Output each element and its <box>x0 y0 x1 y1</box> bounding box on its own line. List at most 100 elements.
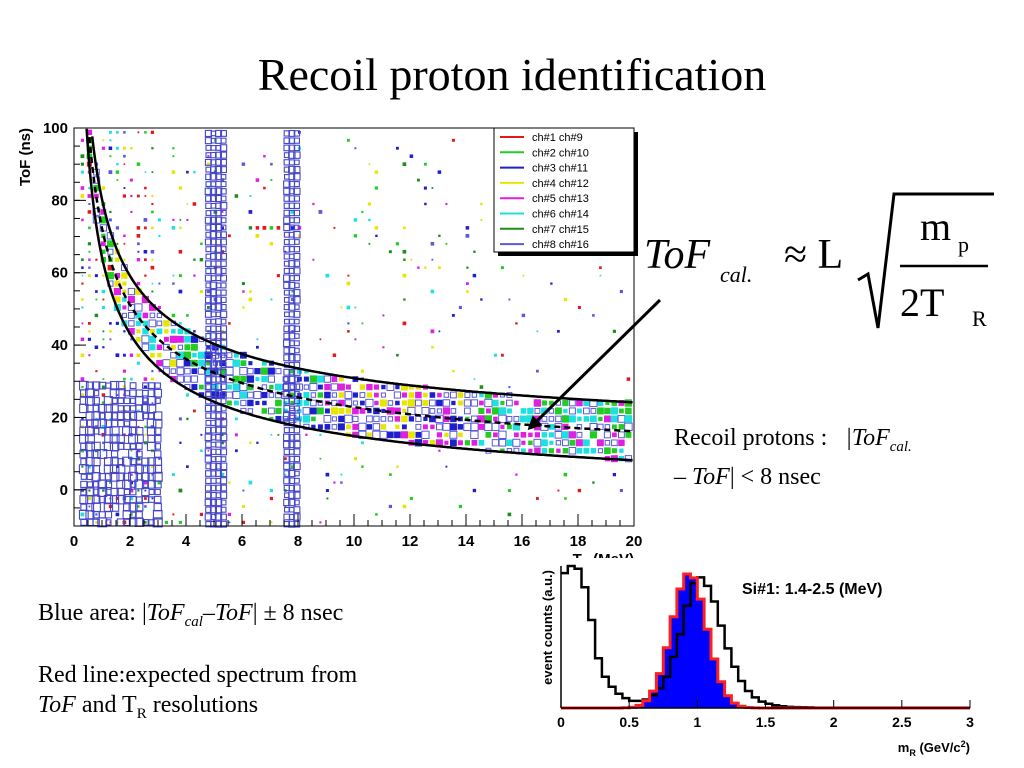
hist-cell <box>151 226 154 230</box>
hist-cell <box>515 473 518 476</box>
hist-cell <box>81 465 84 468</box>
stripe-cell <box>220 318 227 325</box>
hist-cell <box>207 449 210 452</box>
hist-cell <box>206 306 210 309</box>
stripe-cell <box>205 181 212 188</box>
hist-cell <box>191 384 198 391</box>
hist-cell <box>541 432 548 438</box>
hist-cell <box>199 384 204 390</box>
stripe-cell <box>204 274 212 282</box>
hist-cell <box>354 147 357 150</box>
hist-cell <box>103 494 114 505</box>
hist-cell <box>123 377 126 381</box>
hist-cell <box>291 330 294 333</box>
stripe-cell <box>288 368 296 376</box>
hist-cell <box>408 392 415 398</box>
hist-cell <box>199 512 204 517</box>
hist-cell <box>331 416 337 422</box>
hist-cell <box>430 289 435 294</box>
stripe-cell <box>210 238 217 246</box>
stripe-cell <box>205 282 212 289</box>
hist-cell <box>317 424 323 430</box>
hist-cell <box>617 431 625 439</box>
stripe-cell <box>209 361 218 369</box>
hist-cell <box>143 249 148 254</box>
hist-cell <box>374 392 379 398</box>
hist-cell <box>437 392 442 398</box>
hist-cell <box>491 439 500 447</box>
hist-cell <box>506 399 513 407</box>
hist-cell <box>331 392 338 398</box>
hist-cell <box>604 440 611 446</box>
hist-cell <box>423 186 427 190</box>
legend-label: ch#3 ch#11 <box>532 163 588 175</box>
hist-cell <box>103 403 113 413</box>
stripe-cell <box>293 202 301 209</box>
hist-cell <box>599 274 602 277</box>
hist-cell <box>137 250 140 253</box>
hist-cell <box>394 416 401 422</box>
hist-cell <box>444 432 449 437</box>
hist-cell <box>310 392 317 398</box>
hist-cell <box>331 424 338 430</box>
stripe-cell <box>204 382 213 391</box>
hist-cell <box>144 425 147 429</box>
hist-cell <box>191 368 198 375</box>
hist-cell <box>114 296 121 303</box>
stripe-cell <box>293 231 301 239</box>
hist-cell <box>193 258 196 261</box>
hist-cell <box>142 312 149 319</box>
hist-cell <box>143 401 148 405</box>
hist-cell <box>200 433 203 436</box>
hist-x-tick-label: 1.5 <box>756 714 776 730</box>
hist-cell <box>220 441 224 445</box>
hist-cell <box>583 399 590 407</box>
stripe-cell <box>220 166 227 174</box>
hist-cell <box>604 447 611 455</box>
hist-cell <box>85 381 95 390</box>
hist-cell <box>324 408 330 414</box>
stripe-cell <box>215 318 222 325</box>
hist-cell <box>261 360 267 366</box>
y-axis-label: ToF (ns) <box>17 128 34 186</box>
hist-cell <box>508 386 511 389</box>
hist-cell <box>429 440 436 446</box>
stripe-cell <box>283 180 291 188</box>
stripe-cell <box>288 318 295 325</box>
hist-cell <box>403 258 406 261</box>
hist-cell <box>472 273 477 278</box>
hist-cell <box>596 407 604 415</box>
hist-cell <box>381 384 386 390</box>
hist-cell <box>247 383 254 391</box>
hist-cell <box>186 170 189 174</box>
hist-cell <box>367 202 371 206</box>
hist-cell <box>226 352 233 359</box>
hist-cell <box>156 312 163 319</box>
hist-cell <box>100 209 107 215</box>
hist-cell <box>136 353 141 358</box>
hist-cell <box>270 521 273 524</box>
hist-cell <box>150 249 155 254</box>
stripe-cell <box>283 411 291 420</box>
hist-cell <box>422 440 429 446</box>
hist-cell <box>108 130 112 134</box>
stripe-cell <box>204 187 213 196</box>
hist-cell <box>479 400 484 406</box>
stripe-cell <box>293 491 301 499</box>
hist-cell <box>408 416 415 422</box>
hist-cell <box>262 225 267 230</box>
hist-cell <box>172 155 175 158</box>
hist-cell <box>141 295 150 304</box>
hist-cell <box>267 375 276 383</box>
hist-cell <box>563 408 568 414</box>
formula-numerator-sub: p <box>958 232 969 257</box>
hist-cell <box>144 497 147 500</box>
hist-cell <box>431 187 434 189</box>
stripe-cell <box>204 361 213 369</box>
hist-cell <box>109 388 120 399</box>
hist-cell <box>86 481 94 488</box>
stripe-cell <box>220 441 227 448</box>
hist-cell <box>317 384 323 390</box>
hist-cell <box>97 486 108 498</box>
hist-cell <box>141 343 150 352</box>
